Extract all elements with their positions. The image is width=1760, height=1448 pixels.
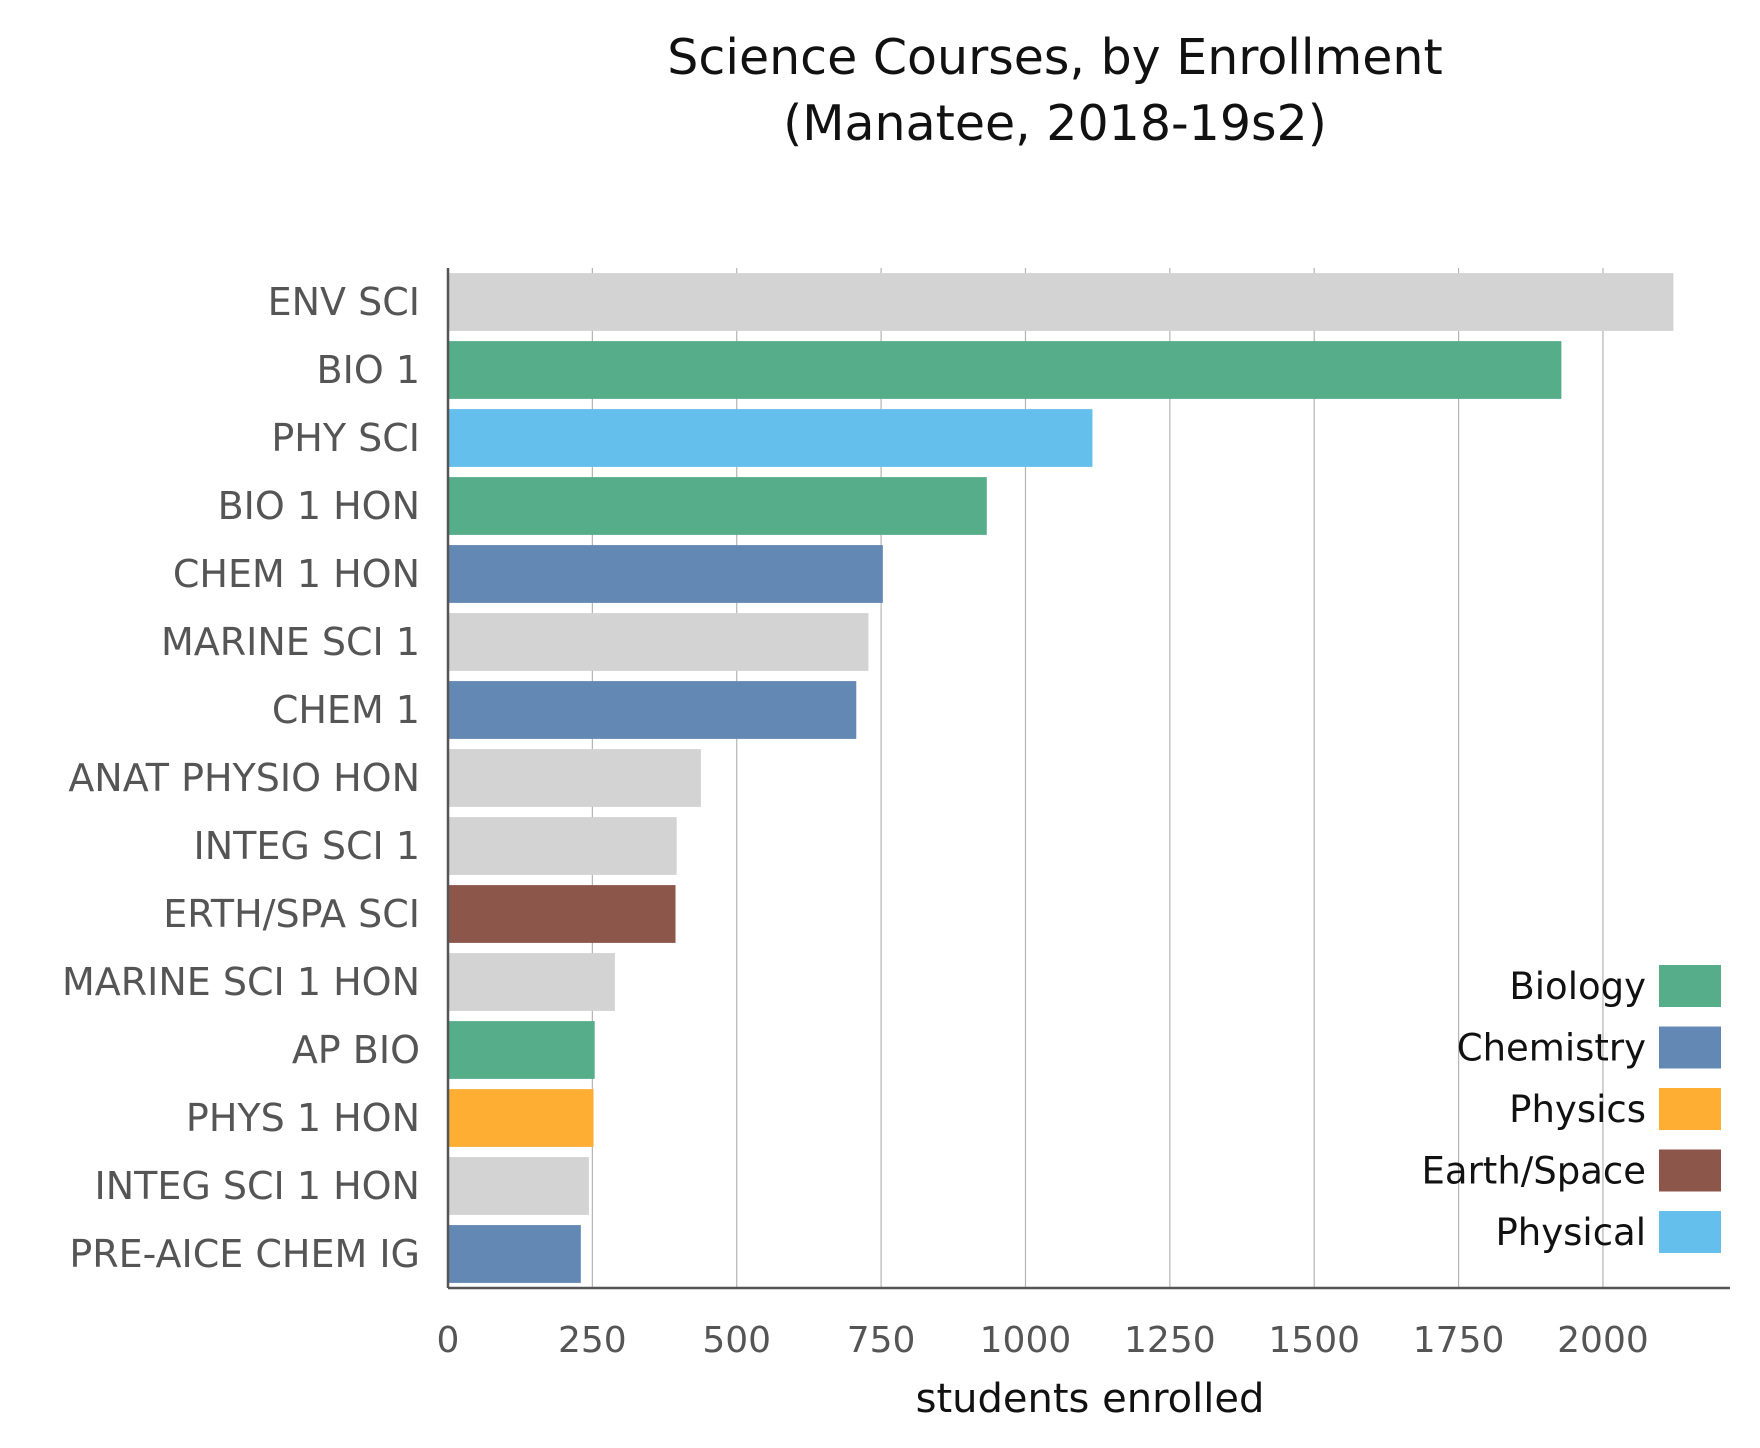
bar: [448, 409, 1093, 467]
category-label: ANAT PHYSIO HON: [68, 756, 420, 800]
x-tick-labels: 0 250 500 750 1000 1250 1500 1750 2000: [437, 1320, 1649, 1361]
legend-label: Biology: [1509, 965, 1646, 1008]
x-tick-label: 750: [847, 1320, 916, 1361]
category-label: PHY SCI: [271, 416, 420, 460]
category-label: PRE-AICE CHEM IG: [69, 1232, 420, 1276]
category-labels: ENV SCI BIO 1 PHY SCI BIO 1 HON CHEM 1 HON MA…: [62, 280, 420, 1276]
bar: [448, 953, 615, 1011]
category-label: MARINE SCI 1: [161, 620, 420, 664]
category-label: AP BIO: [292, 1028, 420, 1072]
category-label: PHYS 1 HON: [186, 1096, 420, 1140]
bar: [448, 1021, 595, 1079]
category-label: MARINE SCI 1 HON: [62, 960, 420, 1004]
x-tick-label: 1250: [1124, 1320, 1216, 1361]
x-tick-label: 0: [437, 1320, 460, 1361]
bar: [448, 341, 1562, 399]
x-axis-title: students enrolled: [916, 1376, 1265, 1422]
bar: [448, 1089, 594, 1147]
legend-swatch: [1659, 965, 1721, 1007]
category-label: INTEG SCI 1: [194, 824, 421, 868]
bar: [448, 1225, 581, 1283]
x-tick-label: 1000: [980, 1320, 1072, 1361]
category-label: BIO 1: [317, 348, 420, 392]
legend-label: Chemistry: [1457, 1027, 1646, 1070]
x-tick-label: 1750: [1413, 1320, 1505, 1361]
bar: [448, 817, 677, 875]
category-label: CHEM 1: [272, 688, 420, 732]
legend-label: Physics: [1509, 1088, 1646, 1131]
x-tick-label: 2000: [1557, 1320, 1649, 1361]
bar: [448, 681, 857, 739]
bar: [448, 1157, 589, 1215]
category-label: BIO 1 HON: [218, 484, 420, 528]
category-label: ENV SCI: [268, 280, 420, 324]
category-label: ERTH/SPA SCI: [163, 892, 420, 936]
bar: [448, 477, 987, 535]
bar: [448, 749, 701, 807]
x-tick-label: 1500: [1268, 1320, 1360, 1361]
chart-title-line-2: (Manatee, 2018-19s2): [783, 95, 1327, 152]
legend-swatch: [1659, 1026, 1721, 1069]
bar: [448, 885, 676, 943]
legend-swatch: [1659, 1211, 1721, 1253]
category-label: INTEG SCI 1 HON: [95, 1164, 421, 1208]
category-label: CHEM 1 HON: [173, 552, 420, 596]
legend-label: Earth/Space: [1422, 1150, 1646, 1193]
bar: [448, 545, 883, 603]
legend-swatch: [1659, 1088, 1721, 1130]
legend-swatch: [1659, 1149, 1721, 1192]
bars: [448, 273, 1674, 1283]
x-tick-label: 250: [558, 1320, 627, 1361]
bar: [448, 613, 869, 671]
legend-label: Physical: [1495, 1211, 1646, 1254]
bar: [448, 273, 1674, 331]
x-tick-label: 500: [702, 1320, 771, 1361]
chart-title-line-1: Science Courses, by Enrollment: [667, 29, 1442, 86]
legend: Biology Chemistry Physics Earth/Space Physic…: [1422, 965, 1721, 1254]
